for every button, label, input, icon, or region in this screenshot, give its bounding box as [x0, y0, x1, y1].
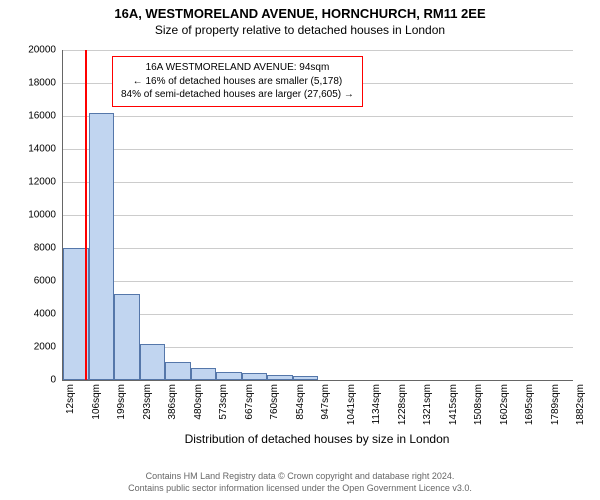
x-tick-label: 1134sqm	[371, 384, 382, 424]
x-axis-label: Distribution of detached houses by size …	[62, 432, 572, 446]
y-tick-label: 10000	[16, 210, 56, 221]
footer-attribution: Contains HM Land Registry data © Crown c…	[0, 470, 600, 494]
histogram-bar	[165, 362, 191, 380]
x-tick-label: 1882sqm	[575, 384, 586, 425]
x-tick-label: 1695sqm	[524, 384, 535, 425]
histogram-bar	[114, 294, 140, 380]
x-tick-label: 947sqm	[320, 384, 331, 420]
histogram-bar	[216, 372, 242, 380]
x-tick-label: 480sqm	[193, 384, 204, 420]
y-tick-label: 2000	[16, 342, 56, 353]
x-tick-label: 573sqm	[218, 384, 229, 420]
y-tick-label: 18000	[16, 78, 56, 89]
y-tick-label: 16000	[16, 111, 56, 122]
x-tick-label: 1415sqm	[448, 384, 459, 425]
gridline	[63, 149, 573, 150]
x-tick-label: 386sqm	[167, 384, 178, 420]
chart-title-main: 16A, WESTMORELAND AVENUE, HORNCHURCH, RM…	[0, 0, 600, 21]
x-tick-label: 106sqm	[91, 384, 102, 420]
x-tick-label: 1321sqm	[422, 384, 433, 425]
y-tick-label: 12000	[16, 177, 56, 188]
x-tick-label: 854sqm	[295, 384, 306, 420]
y-tick-label: 6000	[16, 276, 56, 287]
footer-line-1: Contains HM Land Registry data © Crown c…	[0, 470, 600, 482]
x-tick-label: 199sqm	[116, 384, 127, 420]
x-tick-label: 1789sqm	[550, 384, 561, 425]
x-tick-label: 12sqm	[65, 384, 76, 414]
y-tick-label: 0	[16, 375, 56, 386]
gridline	[63, 182, 573, 183]
x-tick-label: 760sqm	[269, 384, 280, 420]
gridline	[63, 215, 573, 216]
gridline	[63, 248, 573, 249]
x-tick-label: 667sqm	[244, 384, 255, 420]
histogram-bar	[140, 344, 166, 380]
annotation-line-3: 84% of semi-detached houses are larger (…	[121, 88, 354, 102]
chart-area: Number of detached properties Distributi…	[62, 50, 572, 380]
x-tick-label: 1602sqm	[499, 384, 510, 425]
x-tick-label: 1041sqm	[346, 384, 357, 425]
gridline	[63, 50, 573, 51]
y-tick-label: 20000	[16, 45, 56, 56]
gridline	[63, 314, 573, 315]
histogram-bar	[267, 375, 293, 380]
gridline	[63, 116, 573, 117]
marker-line	[85, 50, 87, 380]
chart-title-sub: Size of property relative to detached ho…	[0, 23, 600, 37]
chart-container: 16A, WESTMORELAND AVENUE, HORNCHURCH, RM…	[0, 0, 600, 500]
annotation-line-2: ← 16% of detached houses are smaller (5,…	[121, 75, 354, 89]
y-tick-label: 14000	[16, 144, 56, 155]
gridline	[63, 281, 573, 282]
y-tick-label: 4000	[16, 309, 56, 320]
histogram-bar	[89, 113, 115, 380]
footer-line-2: Contains public sector information licen…	[0, 482, 600, 494]
histogram-bar	[191, 368, 217, 380]
x-tick-label: 1228sqm	[397, 384, 408, 425]
marker-annotation: 16A WESTMORELAND AVENUE: 94sqm ← 16% of …	[112, 56, 363, 107]
annotation-line-1: 16A WESTMORELAND AVENUE: 94sqm	[121, 61, 354, 75]
x-tick-label: 1508sqm	[473, 384, 484, 425]
x-tick-label: 293sqm	[142, 384, 153, 420]
histogram-bar	[242, 373, 268, 380]
histogram-bar	[293, 376, 319, 380]
y-tick-label: 8000	[16, 243, 56, 254]
